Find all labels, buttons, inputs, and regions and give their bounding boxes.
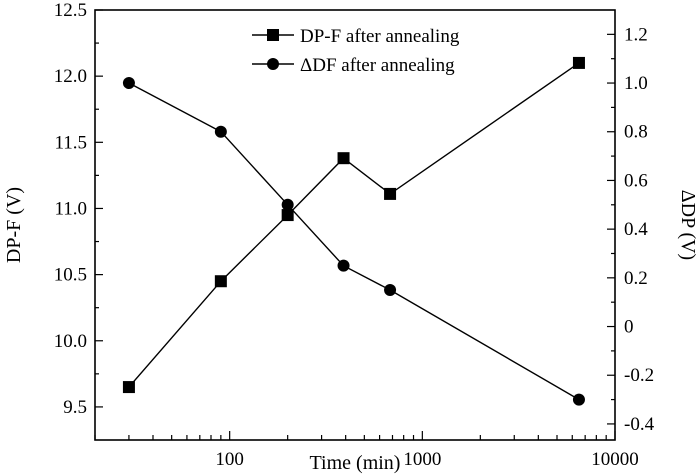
legend-marker-0	[267, 29, 279, 41]
y-right-tick-label: 0.8	[624, 122, 648, 143]
y-right-tick-label: 0.4	[624, 219, 648, 240]
plot-frame	[94, 9, 616, 441]
legend-label-dp-f: DP-F after annealing	[300, 26, 460, 47]
data-point-series-1	[122, 77, 135, 90]
x-tick-label: 100	[215, 449, 244, 470]
data-point-series-0	[384, 187, 397, 200]
data-point-series-1	[337, 259, 350, 272]
y-left-tick-label: 11.0	[54, 198, 87, 219]
y-right-tick-label: 1.0	[624, 73, 648, 94]
legend: DP-F after annealing ΔDF after annealing	[252, 26, 460, 76]
data-point-series-1	[384, 284, 397, 297]
y-right-tick-label: 1.2	[624, 24, 648, 45]
y-right-tick-label: 0.2	[624, 268, 648, 289]
data-point-series-0	[214, 275, 227, 288]
data-point-series-0	[122, 381, 135, 394]
x-axis-title: Time (min)	[310, 452, 401, 474]
y-right-tick-label: -0.2	[624, 365, 654, 386]
series-line-0	[128, 62, 580, 388]
data-point-series-0	[572, 56, 585, 69]
data-point-series-0	[337, 152, 350, 165]
x-tick-label: 1000	[403, 449, 441, 470]
plot-area: 100 1000 10000 9.5 10.0 10.5 11.0 11.5 12.0 12.5 -…	[54, 0, 655, 470]
legend-marker-1	[267, 58, 279, 70]
y-right-tick-label: 0	[624, 317, 634, 338]
x-tick-label: 10000	[591, 449, 639, 470]
data-point-series-1	[214, 125, 227, 138]
data-point-series-1	[281, 198, 294, 211]
y-left-tick-label: 10.0	[54, 331, 87, 352]
y-left-tick-label: 9.5	[63, 397, 87, 418]
data-point-series-1	[572, 393, 585, 406]
y-left-tick-label: 11.5	[54, 132, 87, 153]
y-left-tick-label: 12.5	[54, 0, 87, 21]
y-left-tick-label: 12.0	[54, 66, 87, 87]
y-right-tick-label: 0.6	[624, 170, 648, 191]
legend-label-delta-df: ΔDF after annealing	[300, 55, 455, 76]
y-right-tick-label: -0.4	[624, 414, 655, 435]
data-point-series-0	[281, 209, 294, 222]
y-right-axis-title: ΔDP (V)	[677, 190, 699, 260]
y-left-axis-title: DP-F (V)	[3, 187, 25, 263]
y-left-tick-label: 10.5	[54, 265, 87, 286]
series-line-1	[128, 82, 580, 401]
